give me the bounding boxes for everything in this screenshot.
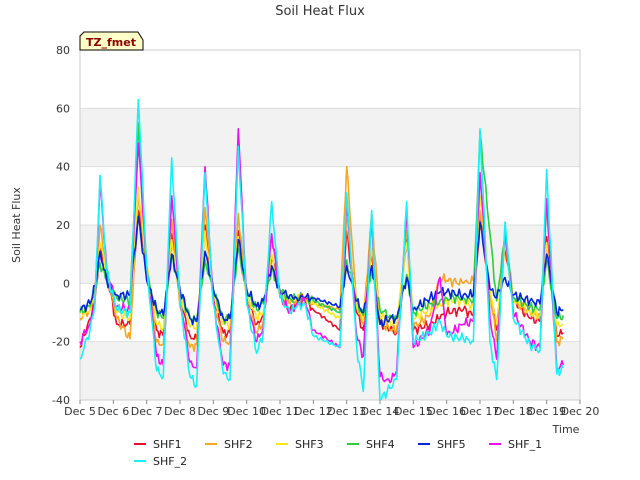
x-tick-label: Dec 13 (327, 405, 366, 418)
y-tick-label: 20 (56, 219, 70, 232)
x-tick-label: Dec 5 (64, 405, 96, 418)
series-layer (79, 98, 565, 401)
legend-label-shf4: SHF4 (366, 438, 395, 451)
y-axis-label: Soil Heat Flux (10, 187, 23, 263)
x-tick-label: Dec 14 (361, 405, 400, 418)
chart-title: Soil Heat Flux (275, 4, 365, 19)
y-tick-label: 80 (56, 44, 70, 57)
background-band (80, 108, 580, 167)
legend-label-shf5: SHF5 (437, 438, 466, 451)
series-line-shf-2 (79, 98, 564, 401)
x-tick-label: Dec 9 (197, 405, 229, 418)
y-axis-ticks: -40 -20 0 20 40 60 80 (52, 44, 70, 407)
x-tick-label: Dec 17 (461, 405, 500, 418)
series-line-shf4 (79, 122, 565, 325)
legend-label-shf1: SHF1 (153, 438, 182, 451)
legend: SHF1 SHF2 SHF3 SHF4 SHF5 SHF_1 SHF_2 (134, 438, 542, 468)
legend-label-shf2: SHF2 (224, 438, 253, 451)
station-badge-text: TZ_fmet (86, 36, 136, 49)
y-tick-label: 40 (56, 161, 70, 174)
station-badge: TZ_fmet (79, 31, 144, 51)
y-tick-label: 60 (56, 102, 70, 115)
x-tick-label: Dec 8 (164, 405, 196, 418)
y-tick-label: -20 (52, 336, 70, 349)
legend-label-shf3: SHF3 (295, 438, 324, 451)
plot-frame (79, 49, 581, 401)
legend-label-shf-2: SHF_2 (153, 455, 187, 468)
station-badge-shape (79, 31, 144, 51)
x-tick-label: Dec 20 (561, 405, 600, 418)
x-tick-label: Dec 10 (227, 405, 266, 418)
background-band (80, 225, 580, 284)
y-tick-label: 0 (63, 277, 70, 290)
x-tick-label: Dec 19 (527, 405, 566, 418)
x-tick-label: Dec 15 (394, 405, 433, 418)
x-tick-label: Dec 18 (494, 405, 533, 418)
x-tick-label: Dec 11 (261, 405, 300, 418)
x-axis-label: Time (552, 423, 580, 436)
x-tick-label: Dec 7 (131, 405, 163, 418)
legend-label-shf-1: SHF_1 (508, 438, 542, 451)
x-tick-label: Dec 12 (294, 405, 333, 418)
x-tick-label: Dec 16 (427, 405, 466, 418)
y-tick-label: -40 (52, 394, 70, 407)
series-line-shf5 (79, 215, 564, 328)
series-line-shf3 (79, 186, 564, 332)
series-line-shf-1 (79, 128, 565, 384)
x-tick-label: Dec 6 (97, 405, 129, 418)
